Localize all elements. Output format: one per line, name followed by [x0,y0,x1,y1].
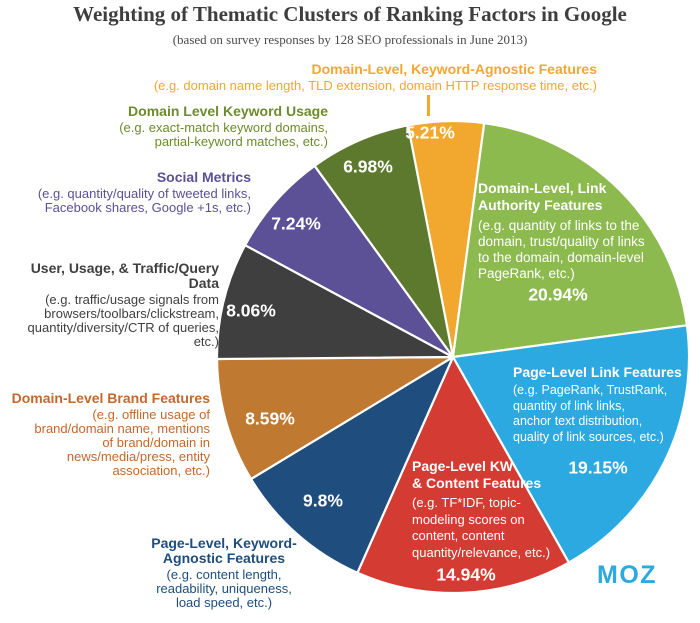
callout-desc: (e.g. traffic/usage signals from browser… [27,292,219,349]
pie-slice-domain-brand[interactable] [215,355,455,481]
callout-user-usage-traffic: User, Usage, & Traffic/Query Data (e.g. … [0,261,219,349]
callout-domain-keyword-agnostic: Domain-Level, Keyword-Agnostic Features … [154,62,597,93]
pie-slice-page-keyword-agnostic[interactable] [249,355,455,574]
callout-domain-keyword-usage: Domain Level Keyword Usage (e.g. exact-m… [119,104,328,149]
callout-title: Page-Level, Keyword- Agnostic Features [151,535,297,566]
callout-desc: (e.g. domain name length, TLD extension,… [153,78,597,93]
callout-title: Domain-Level, Keyword-Agnostic Features [311,61,597,77]
pie-slice-page-link-features[interactable] [451,324,691,564]
slice-label-title: Page-Level Link Features [513,364,682,380]
callout-connector-line [427,95,430,116]
slice-label-desc: (e.g. TF*IDF, topic- modeling scores on … [412,495,551,560]
chart-subtitle: (based on survey responses by 128 SEO pr… [172,32,528,47]
callout-domain-brand: Domain-Level Brand Features (e.g. offlin… [12,391,210,478]
pie-slice-social-metrics[interactable] [244,164,455,359]
pct-label-domain-keyword-agnostic: 5.21% [405,122,455,143]
callout-title: Domain Level Keyword Usage [128,103,328,119]
callout-title: User, Usage, & Traffic/Query Data [30,260,219,291]
pie-slice-user-usage-traffic[interactable] [215,244,455,361]
slice-label-page-kw-content: Page-Level KW & Content Features (e.g. T… [412,458,567,561]
slice-label-title: Page-Level KW & Content Features [412,458,542,491]
pct-label-domain-link-authority: 20.94% [528,284,588,305]
pct-label-page-kw-content: 14.94% [436,564,496,585]
moz-logo: MOZ [597,561,658,589]
pct-label-page-keyword-agnostic: 9.8% [303,490,343,511]
callout-title: Social Metrics [156,169,251,185]
chart-title: Weighting of Thematic Clusters of Rankin… [73,2,627,26]
pie-slice-domain-link-authority[interactable] [451,122,688,359]
pie-slice-domain-keyword-usage[interactable] [313,124,455,359]
callout-title: Domain-Level Brand Features [11,390,210,406]
pie-slice-page-kw-content[interactable] [356,355,570,595]
callout-desc: (e.g. exact-match keyword domains, parti… [119,120,328,149]
slice-label-domain-link-authority: Domain-Level, Link Authority Features (e… [478,180,678,282]
pct-label-user-usage-traffic: 8.06% [226,300,276,321]
pct-label-domain-keyword-usage: 6.98% [343,156,393,177]
callout-page-keyword-agnostic: Page-Level, Keyword- Agnostic Features (… [140,536,308,610]
pct-label-page-link-features: 19.15% [568,457,628,478]
slice-label-page-link-features: Page-Level Link Features (e.g. PageRank,… [513,364,698,445]
pct-label-domain-brand: 8.59% [245,408,295,429]
slice-label-title: Domain-Level, Link Authority Features [478,180,607,213]
slice-label-desc: (e.g. PageRank, TrustRank, quantity of l… [513,383,668,444]
slice-label-desc: (e.g. quantity of links to the domain, t… [478,218,645,281]
pct-label-social-metrics: 7.24% [271,213,321,234]
callout-desc: (e.g. content length, readability, uniqu… [156,567,292,610]
callout-desc: (e.g. quantity/quality of tweeted links,… [37,186,251,215]
callout-social-metrics: Social Metrics (e.g. quantity/quality of… [38,170,251,215]
callout-desc: (e.g. offline usage of brand/domain name… [34,407,210,478]
